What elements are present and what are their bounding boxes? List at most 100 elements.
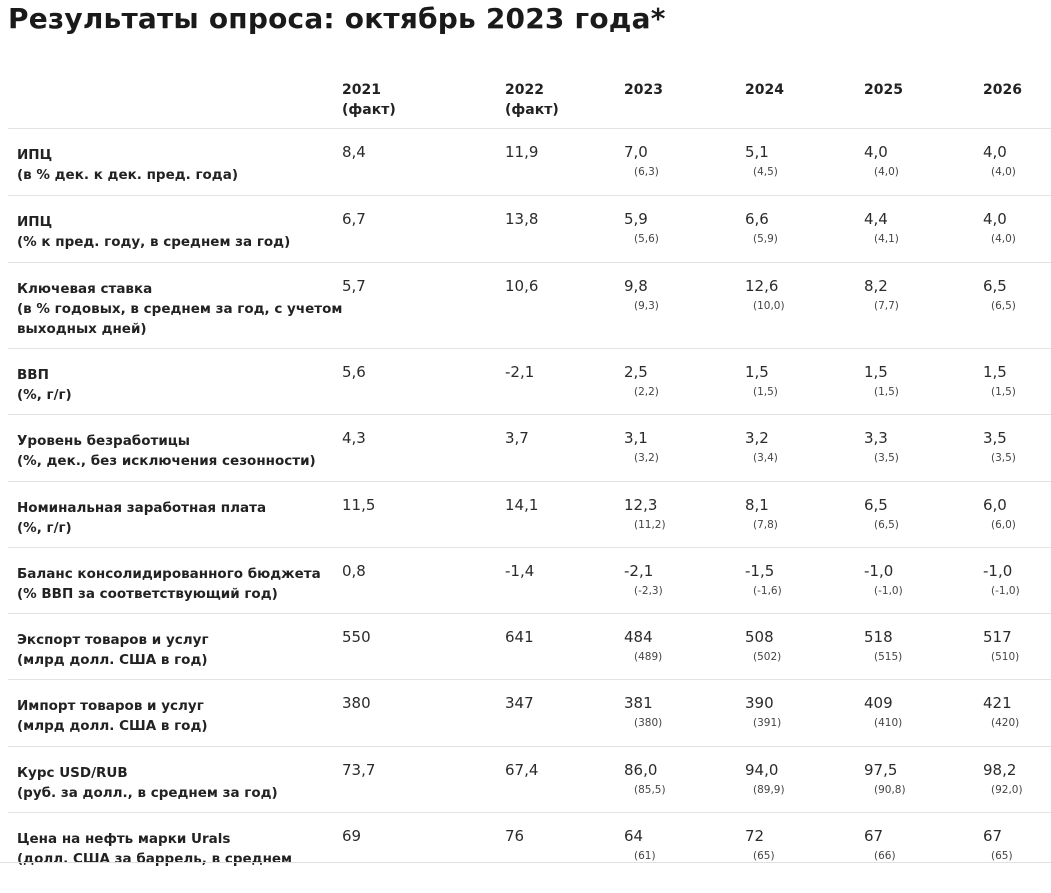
row-label: Экспорт товаров и услуг (млрд долл. США в… [17,630,342,670]
cell-value: 64 [624,827,644,845]
cell-value: 86,0 [624,761,658,779]
row-label-line: (в % дек. к дек. пред. года) [17,167,238,183]
cell-value: -2,1 [624,562,654,580]
cell-previous-value: (420) [991,717,1020,729]
cell-previous-value: (-1,0) [991,585,1020,597]
cell-value: 1,5 [983,363,1007,381]
cell-value: 5,9 [624,210,648,228]
column-year: 2023 [624,82,663,98]
cell-previous-value: (65) [753,850,775,862]
cell-value: 4,0 [864,143,888,161]
column-year: 2022 [505,82,544,98]
row-label-line: ИПЦ [17,147,53,163]
cell-previous-value: (85,5) [634,784,666,796]
table-row: Импорт товаров и услуг (млрд долл. США в … [8,680,1051,747]
cell-value: 641 [505,628,534,646]
table-row: Баланс консолидированного бюджета (% ВВП … [8,548,1051,614]
row-label: Уровень безработицы (%, дек., без исключе… [17,431,342,471]
cell-value: 6,5 [983,277,1007,295]
table-row: Уровень безработицы (%, дек., без исключе… [8,415,1051,482]
table-row: Курс USD/RUB (руб. за долл., в среднем за… [8,747,1051,813]
cell-value: 11,9 [505,143,539,161]
cell-value: 94,0 [745,761,779,779]
row-label-line: Номинальная заработная плата [17,500,267,516]
row-label-line: Цена на нефть марки Urals [17,831,231,847]
cell-value: 508 [745,628,774,646]
cell-previous-value: (489) [634,651,663,663]
cell-value: -1,4 [505,562,535,580]
column-header-2024: 2024 [745,80,784,100]
cell-value: 67,4 [505,761,539,779]
cell-value: 76 [505,827,525,845]
cell-previous-value: (90,8) [874,784,906,796]
cell-previous-value: (3,4) [753,452,778,464]
cell-value: 380 [342,694,371,712]
row-label-line: (% к пред. году, в среднем за год) [17,234,291,250]
cell-value: 390 [745,694,774,712]
row-label-line: (долл. США за баррель, в среднем [17,851,293,867]
cell-value: 73,7 [342,761,376,779]
cell-previous-value: (7,7) [874,300,899,312]
cell-previous-value: (1,5) [753,386,778,398]
table-row: ИПЦ (% к пред. году, в среднем за год) 6,7… [8,196,1051,263]
cell-value: 484 [624,628,653,646]
cell-value: 4,4 [864,210,888,228]
cell-value: 10,6 [505,277,539,295]
cell-previous-value: (7,8) [753,519,778,531]
row-label-line: (%, г/г) [17,387,72,403]
cell-value: 3,2 [745,429,769,447]
row-label-line: Курс USD/RUB [17,765,128,781]
row-label: Баланс консолидированного бюджета (% ВВП … [17,564,342,604]
cell-previous-value: (4,0) [991,233,1016,245]
cell-previous-value: (410) [874,717,903,729]
cell-previous-value: (4,5) [753,166,778,178]
row-label-line: (млрд долл. США в год) [17,652,208,668]
cell-previous-value: (1,5) [991,386,1016,398]
cell-previous-value: (-1,6) [753,585,782,597]
cell-value: -2,1 [505,363,535,381]
column-year: 2026 [983,82,1022,98]
table-row: Номинальная заработная плата (%, г/г) 11,5… [8,482,1051,548]
row-label: ИПЦ (% к пред. году, в среднем за год) [17,212,342,252]
cell-value: -1,0 [983,562,1013,580]
cell-previous-value: (1,5) [874,386,899,398]
column-year: 2025 [864,82,903,98]
row-label: Номинальная заработная плата (%, г/г) [17,498,342,538]
cell-value: 6,6 [745,210,769,228]
cell-value: 550 [342,628,371,646]
cell-value: 518 [864,628,893,646]
cell-value: 13,8 [505,210,539,228]
cell-previous-value: (2,2) [634,386,659,398]
row-label-line: (млрд долл. США в год) [17,718,208,734]
cell-previous-value: (9,3) [634,300,659,312]
cell-previous-value: (510) [991,651,1020,663]
cell-previous-value: (66) [874,850,896,862]
cell-previous-value: (4,0) [991,166,1016,178]
cell-previous-value: (-1,0) [874,585,903,597]
cell-value: 3,5 [983,429,1007,447]
row-label: ВВП (%, г/г) [17,365,342,405]
cell-value: 67 [983,827,1003,845]
cell-value: 3,7 [505,429,529,447]
row-label-line: (%, г/г) [17,520,72,536]
cell-value: 4,3 [342,429,366,447]
cell-previous-value: (3,5) [991,452,1016,464]
cell-value: 11,5 [342,496,376,514]
column-header-2023: 2023 [624,80,663,100]
cell-previous-value: (6,5) [991,300,1016,312]
table-row: ВВП (%, г/г) 5,6 -2,1 2,5 1,5 1,5 1,5 (2,2) (1,5)… [8,349,1051,415]
cell-value: 6,0 [983,496,1007,514]
row-label-line: (в % годовых, в среднем за год, с учетом [17,301,343,317]
cell-value: 2,5 [624,363,648,381]
column-header-2026: 2026 [983,80,1022,100]
cell-value: 12,3 [624,496,658,514]
row-label: ИПЦ (в % дек. к дек. пред. года) [17,145,342,185]
cell-previous-value: (391) [753,717,782,729]
cell-previous-value: (3,2) [634,452,659,464]
table-row: Ключевая ставка (в % годовых, в среднем з… [8,263,1051,349]
cell-value: 97,5 [864,761,898,779]
cell-value: 421 [983,694,1012,712]
cell-value: 8,1 [745,496,769,514]
column-header-2021: 2021 (факт) [342,80,396,120]
column-note: (факт) [342,102,396,118]
